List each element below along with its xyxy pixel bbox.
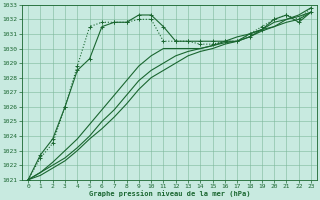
X-axis label: Graphe pression niveau de la mer (hPa): Graphe pression niveau de la mer (hPa)	[89, 190, 250, 197]
